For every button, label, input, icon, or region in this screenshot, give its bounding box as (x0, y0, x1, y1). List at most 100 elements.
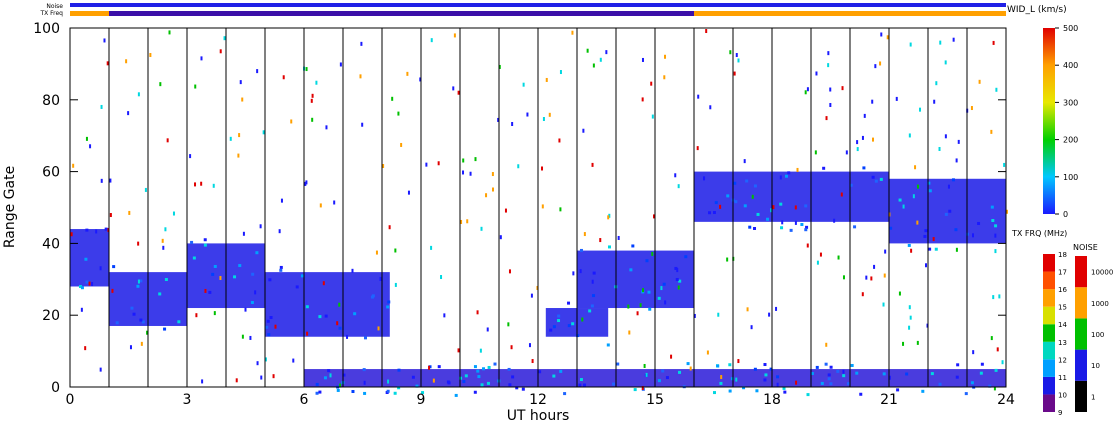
echo-cell (712, 391, 716, 395)
wid-colorbar-tick-label: 500 (1063, 24, 1078, 33)
echo-cell (515, 386, 519, 390)
x-tick-label: 24 (997, 392, 1015, 408)
echo-cell (800, 223, 804, 227)
scatter-cell (541, 204, 544, 209)
scatter-cell (717, 312, 720, 317)
echo-cell (279, 265, 283, 269)
txfrq-colorbar-segment (1043, 359, 1055, 377)
echo-cell (805, 225, 809, 229)
scatter-cell (696, 146, 699, 151)
txfreq-bar-segment (694, 11, 1006, 16)
echo-cell (979, 371, 983, 375)
scatter-cell (127, 111, 130, 116)
echo-region (70, 229, 109, 287)
echo-cell (268, 278, 272, 282)
scatter-cell (992, 40, 995, 45)
echo-cell (728, 389, 732, 393)
echo-cell (538, 370, 542, 374)
txfrq-colorbar-segment (1043, 306, 1055, 325)
scatter-cell (311, 117, 314, 122)
scatter-cell (908, 325, 911, 330)
scatter-cell (292, 358, 295, 363)
scatter-cell (641, 386, 644, 391)
noise-colorbar-tick-label: 1000 (1091, 300, 1109, 308)
scatter-cell (200, 181, 203, 186)
scatter-cell (1005, 209, 1008, 214)
scatter-cell (938, 146, 941, 151)
scatter-cell (499, 235, 502, 240)
echo-cell (269, 316, 273, 320)
scatter-cell (304, 181, 307, 186)
scatter-cell (528, 343, 531, 348)
echo-cell (896, 388, 900, 392)
noise-colorbar-segment (1075, 318, 1087, 350)
scatter-cell (627, 304, 630, 309)
echo-cell (578, 383, 582, 387)
scatter-cell (677, 285, 680, 290)
scatter-cell (871, 99, 874, 104)
echo-cell (386, 305, 390, 309)
echo-cell (712, 211, 716, 215)
echo-cell (559, 369, 563, 373)
scatter-cell (845, 150, 848, 155)
scatter-cell (259, 224, 262, 229)
scatter-cell (103, 38, 106, 43)
echo-cell (557, 314, 561, 318)
echo-cell (612, 382, 616, 386)
echo-cell (714, 201, 718, 205)
echo-cell (592, 294, 596, 298)
scatter-cell (592, 63, 595, 68)
echo-cell (300, 274, 304, 278)
scatter-cell (861, 292, 864, 297)
wid-colorbar-title: WID_L (km/s) (1007, 5, 1067, 15)
scatter-cell (599, 238, 602, 243)
scatter-cell (204, 288, 207, 293)
scatter-cell (111, 288, 114, 293)
echo-cell (631, 244, 635, 248)
scatter-cell (100, 104, 103, 109)
echo-cell (748, 225, 752, 229)
scatter-cell (653, 214, 656, 219)
scatter-cell (361, 122, 364, 127)
scatter-cell (305, 67, 308, 72)
scatter-cell (933, 99, 936, 104)
scatter-cell (902, 341, 905, 346)
echo-cell (633, 388, 637, 392)
scatter-cell (201, 379, 204, 384)
echo-cell (753, 184, 757, 188)
scatter-cell (865, 275, 868, 280)
echo-cell (266, 319, 270, 323)
echo-cell (190, 240, 194, 244)
scatter-cell (159, 82, 162, 87)
scatter-cell (377, 326, 380, 331)
scatter-cell (605, 50, 608, 55)
echo-cell (977, 221, 981, 225)
echo-cell (994, 368, 998, 372)
echo-cell (79, 285, 83, 289)
echo-cell (928, 189, 932, 193)
scatter-cell (491, 172, 494, 177)
echo-cell (508, 383, 512, 387)
echo-cell (295, 285, 299, 289)
echo-cell (454, 393, 458, 397)
scatter-cell (816, 260, 819, 265)
scatter-cell (319, 203, 322, 208)
echo-cell (576, 334, 580, 338)
echo-cell (549, 328, 553, 332)
echo-cell (397, 386, 401, 390)
scatter-cell (642, 288, 645, 293)
scatter-cell (879, 61, 882, 66)
noise-colorbar-segment (1075, 380, 1087, 412)
scatter-cell (469, 171, 472, 176)
scatter-cell (643, 363, 646, 368)
scatter-cell (315, 80, 318, 85)
echo-cell (743, 204, 747, 208)
echo-cell (783, 390, 787, 394)
echo-cell (487, 365, 491, 369)
echo-cell (779, 202, 783, 206)
scatter-cell (781, 220, 784, 225)
scatter-cell (909, 315, 912, 320)
echo-cell (163, 327, 167, 331)
scatter-cell (480, 226, 483, 231)
scatter-cell (339, 62, 342, 67)
